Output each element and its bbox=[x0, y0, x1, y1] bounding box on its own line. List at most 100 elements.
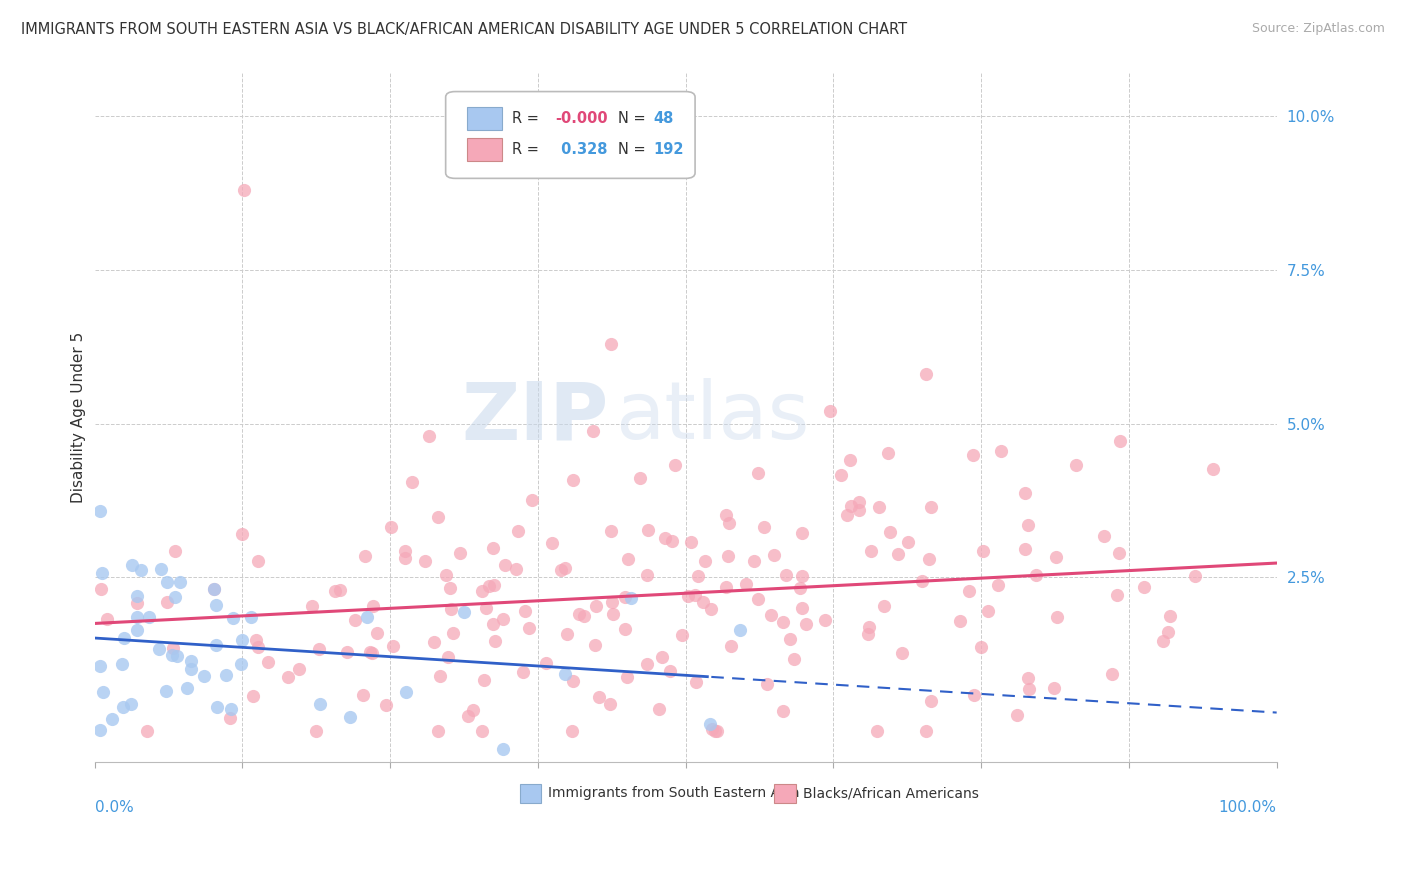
Point bbox=[720, 639, 742, 653]
Point bbox=[685, 674, 707, 689]
Point bbox=[354, 549, 377, 563]
Point bbox=[636, 568, 658, 582]
Point bbox=[202, 582, 225, 597]
Point bbox=[463, 703, 485, 717]
Point bbox=[440, 602, 463, 616]
Point bbox=[418, 429, 440, 443]
Point bbox=[394, 551, 416, 566]
Point bbox=[911, 574, 934, 589]
Point bbox=[783, 652, 806, 666]
Point bbox=[205, 699, 228, 714]
Point bbox=[246, 553, 269, 567]
Point bbox=[582, 425, 605, 439]
Point bbox=[572, 608, 595, 623]
Point bbox=[150, 562, 173, 576]
Point bbox=[125, 624, 148, 638]
Text: N =: N = bbox=[619, 142, 651, 157]
Point bbox=[759, 607, 782, 622]
Point bbox=[89, 723, 111, 737]
Point bbox=[329, 582, 352, 597]
Point bbox=[858, 619, 880, 633]
Point bbox=[231, 526, 253, 541]
Point bbox=[987, 578, 1010, 592]
Point bbox=[772, 705, 794, 719]
Point bbox=[1014, 486, 1036, 500]
Point bbox=[970, 640, 993, 655]
Point bbox=[472, 673, 495, 687]
Point bbox=[1017, 671, 1039, 685]
Point bbox=[1152, 633, 1174, 648]
Text: 0.0%: 0.0% bbox=[94, 799, 134, 814]
Point bbox=[215, 668, 238, 682]
Point bbox=[305, 724, 328, 739]
Point bbox=[873, 599, 896, 613]
Point bbox=[654, 531, 676, 545]
Point bbox=[1042, 681, 1064, 695]
Point bbox=[90, 582, 112, 596]
Point bbox=[1005, 707, 1028, 722]
Point bbox=[620, 591, 643, 606]
Point bbox=[512, 665, 534, 680]
Point bbox=[482, 617, 505, 632]
Bar bbox=[467, 138, 502, 161]
Point bbox=[374, 698, 396, 712]
Point bbox=[700, 601, 723, 615]
Point bbox=[434, 568, 457, 582]
Point bbox=[91, 685, 114, 699]
Point bbox=[519, 621, 541, 635]
Point bbox=[169, 574, 191, 589]
Text: ZIP: ZIP bbox=[461, 378, 609, 457]
Point bbox=[1017, 517, 1039, 532]
Point bbox=[568, 607, 591, 621]
Point bbox=[439, 581, 461, 595]
Point bbox=[111, 657, 134, 671]
Point bbox=[699, 716, 721, 731]
Point bbox=[148, 642, 170, 657]
Point bbox=[96, 612, 118, 626]
Point bbox=[837, 508, 859, 522]
Point bbox=[1014, 541, 1036, 556]
Point bbox=[1108, 546, 1130, 560]
Bar bbox=[520, 784, 541, 803]
Bar bbox=[775, 784, 796, 803]
Point bbox=[492, 612, 515, 626]
Point bbox=[89, 504, 111, 518]
Point bbox=[202, 582, 225, 596]
Point bbox=[818, 404, 841, 418]
Point bbox=[1201, 462, 1223, 476]
Point bbox=[180, 654, 202, 668]
Point bbox=[308, 642, 330, 657]
Point bbox=[277, 670, 299, 684]
Point bbox=[120, 698, 142, 712]
Point bbox=[112, 632, 135, 646]
Point bbox=[136, 724, 159, 739]
Point bbox=[688, 569, 710, 583]
Text: IMMIGRANTS FROM SOUTH EASTERN ASIA VS BLACK/AFRICAN AMERICAN DISABILITY AGE UNDE: IMMIGRANTS FROM SOUTH EASTERN ASIA VS BL… bbox=[21, 22, 907, 37]
Point bbox=[917, 552, 939, 566]
Point bbox=[91, 566, 114, 580]
Point bbox=[352, 688, 374, 702]
Point bbox=[651, 650, 673, 665]
Point bbox=[554, 666, 576, 681]
Point bbox=[441, 626, 464, 640]
Point bbox=[205, 638, 228, 652]
Point bbox=[583, 638, 606, 652]
Y-axis label: Disability Age Under 5: Disability Age Under 5 bbox=[72, 332, 86, 503]
Point bbox=[661, 533, 683, 548]
Point bbox=[1184, 568, 1206, 582]
Text: 48: 48 bbox=[654, 111, 673, 126]
Point bbox=[163, 544, 186, 558]
Point bbox=[156, 574, 179, 589]
Point bbox=[1025, 568, 1047, 582]
Point bbox=[848, 495, 870, 509]
Point bbox=[231, 633, 253, 648]
Point bbox=[949, 614, 972, 628]
Point bbox=[508, 524, 530, 538]
Point bbox=[792, 525, 814, 540]
Point bbox=[747, 591, 769, 606]
Point bbox=[1092, 529, 1115, 543]
Point bbox=[972, 543, 994, 558]
Point bbox=[156, 595, 179, 609]
Point bbox=[484, 634, 506, 648]
Point bbox=[920, 693, 942, 707]
